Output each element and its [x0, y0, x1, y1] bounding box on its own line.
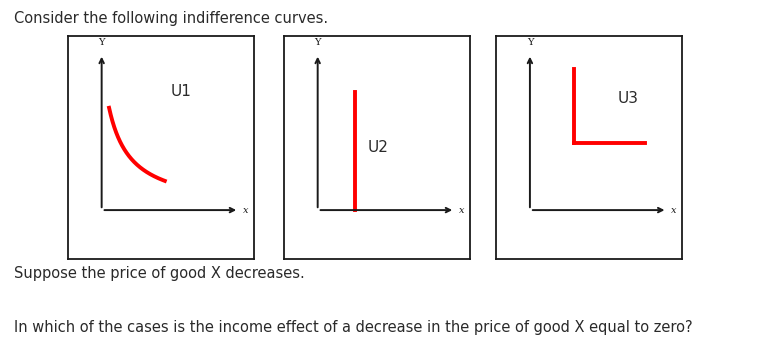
Text: Suppose the price of good X decreases.: Suppose the price of good X decreases.: [14, 266, 305, 282]
Text: Y: Y: [99, 38, 105, 47]
Text: In which of the cases is the income effect of a decrease in the price of good X : In which of the cases is the income effe…: [14, 320, 692, 336]
Text: Consider the following indifference curves.: Consider the following indifference curv…: [14, 11, 327, 26]
Text: x: x: [243, 206, 249, 215]
Text: U2: U2: [368, 140, 389, 155]
Text: Y: Y: [315, 38, 321, 47]
Text: U1: U1: [171, 84, 191, 99]
Text: x: x: [459, 206, 465, 215]
Text: U3: U3: [617, 91, 638, 106]
Text: x: x: [671, 206, 677, 215]
Text: Y: Y: [527, 38, 533, 47]
